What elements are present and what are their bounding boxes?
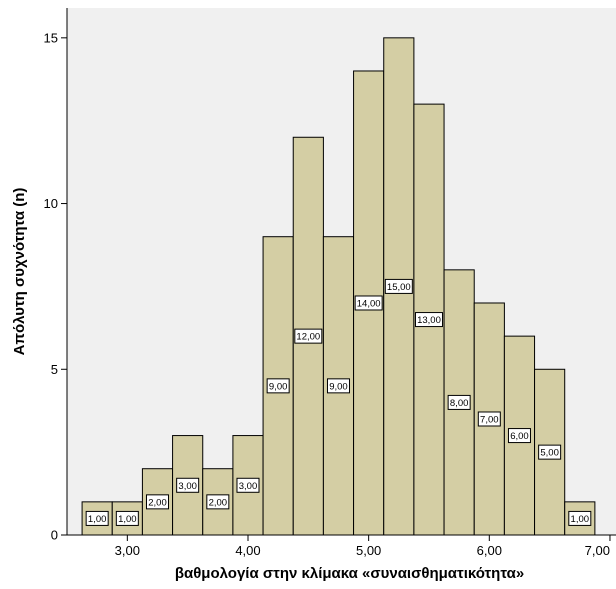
y-tick-label: 5	[51, 362, 58, 377]
data-labels-layer: 1,00 1,00 2,00 3,00 2,00 3,00 9,00 12,00 9,00 14,…	[85, 278, 592, 526]
data-label-6: 3,00	[239, 481, 258, 492]
data-label-17: 1,00	[571, 514, 590, 525]
data-label-box-2	[115, 510, 139, 526]
data-label-box-8	[294, 328, 323, 344]
data-label-box-14	[477, 411, 501, 427]
data-label-box-16	[538, 444, 562, 460]
y-tick-label: 15	[44, 30, 58, 45]
data-label-16: 5,00	[540, 448, 559, 459]
axes-layer: 0 5 10 15 3,00 4,00 5,00 6,00 7,00	[44, 8, 616, 558]
data-label-box-11	[384, 278, 413, 294]
data-label-8: 12,00	[296, 332, 320, 343]
x-tick-label: 5,00	[356, 543, 381, 558]
data-label-13: 8,00	[450, 398, 469, 409]
data-label-7: 9,00	[269, 381, 288, 392]
data-label-12: 13,00	[417, 315, 441, 326]
data-label-box-10	[354, 295, 383, 311]
x-tick-label: 4,00	[235, 543, 260, 558]
data-label-box-4	[176, 477, 200, 493]
data-label-3: 2,00	[148, 497, 167, 508]
y-tick-label: 10	[44, 196, 58, 211]
data-label-9: 9,00	[329, 381, 348, 392]
data-label-14: 7,00	[480, 414, 499, 425]
data-label-15: 6,00	[510, 431, 529, 442]
data-label-box-7	[266, 378, 290, 394]
data-label-11: 15,00	[387, 282, 411, 293]
data-label-box-13	[447, 394, 471, 410]
x-axis-title: βαθμολογία στην κλίμακα «συναισθηματικότ…	[175, 565, 524, 582]
data-label-box-15	[507, 428, 531, 444]
data-label-10: 14,00	[357, 298, 381, 309]
x-tick-label: 6,00	[477, 543, 502, 558]
x-tick-label: 7,00	[585, 543, 610, 558]
data-label-box-9	[326, 378, 350, 394]
y-tick-label: 0	[51, 528, 58, 543]
data-label-box-12	[414, 312, 443, 328]
y-axis-title: Απόλυτη συχνότητα (n)	[11, 188, 28, 356]
data-label-box-5	[206, 494, 230, 510]
data-label-4: 3,00	[178, 481, 197, 492]
data-label-box-17	[568, 510, 592, 526]
data-label-box-6	[236, 477, 260, 493]
data-label-5: 2,00	[209, 497, 228, 508]
data-label-2: 1,00	[118, 514, 137, 525]
data-label-1: 1,00	[88, 514, 107, 525]
data-label-box-3	[145, 494, 169, 510]
x-tick-label: 3,00	[115, 543, 140, 558]
data-label-box-1	[85, 510, 109, 526]
